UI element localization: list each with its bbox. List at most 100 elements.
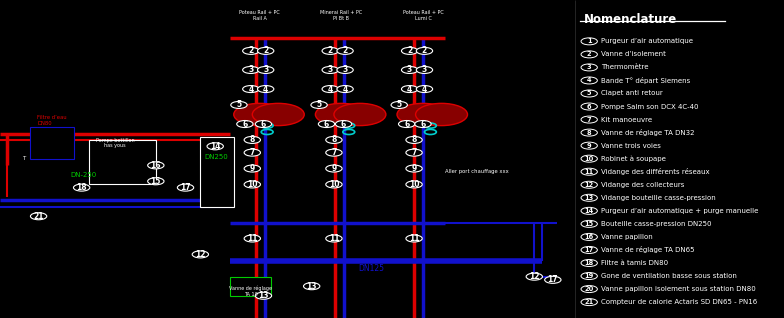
Circle shape [326,165,342,172]
Text: 9: 9 [249,164,255,173]
Circle shape [336,121,352,128]
Text: 3: 3 [587,65,591,70]
Circle shape [401,86,418,93]
Text: 4: 4 [249,85,253,93]
Text: 2: 2 [587,52,591,57]
Circle shape [581,64,597,71]
Text: 19: 19 [585,273,593,279]
Text: 13: 13 [307,282,317,291]
Circle shape [326,235,342,242]
Text: 12: 12 [585,182,593,188]
Text: 18: 18 [76,183,87,192]
Text: 21: 21 [585,299,593,305]
Circle shape [581,220,597,227]
Circle shape [147,162,164,169]
Circle shape [401,66,418,73]
Circle shape [257,66,274,73]
Circle shape [244,136,260,143]
Circle shape [177,184,194,191]
Text: Filtre à tamis DN80: Filtre à tamis DN80 [601,260,668,266]
Text: 11: 11 [247,234,258,243]
Circle shape [581,51,597,58]
Circle shape [337,66,354,73]
Text: Poteau Rail + PC
Lumi C: Poteau Rail + PC Lumi C [403,10,444,21]
Text: 12: 12 [529,272,539,281]
Text: Poteau Rail + PC
Rail A: Poteau Rail + PC Rail A [239,10,280,21]
Circle shape [397,103,449,126]
Text: 2: 2 [249,46,253,55]
Circle shape [406,165,423,172]
Text: 3: 3 [407,66,412,74]
Circle shape [581,116,597,123]
Text: Nomenclature: Nomenclature [584,13,677,26]
Text: 11: 11 [408,234,419,243]
Text: 5: 5 [397,100,401,109]
Circle shape [230,101,247,108]
Circle shape [416,86,433,93]
Text: Vanne de réglage
TA 10: Vanne de réglage TA 10 [229,285,272,297]
Text: 6: 6 [420,120,426,128]
Text: Clapet anti retour: Clapet anti retour [601,91,662,96]
Text: 14: 14 [210,142,220,151]
Text: 6: 6 [404,120,409,128]
Text: 7: 7 [587,117,591,122]
Text: Minerai Rail + PC
Pl Bt B: Minerai Rail + PC Pl Bt B [321,10,362,21]
Text: Vanne papillon isolement sous station DN80: Vanne papillon isolement sous station DN… [601,286,756,292]
Circle shape [243,86,259,93]
Circle shape [416,103,467,126]
Text: Pompe bottillon
has yous: Pompe bottillon has yous [96,138,134,149]
Circle shape [74,184,90,191]
Text: Vanne trois voies: Vanne trois voies [601,143,661,149]
Text: 18: 18 [585,260,593,266]
Text: 6: 6 [341,120,347,128]
Circle shape [337,47,354,54]
Text: Vidange des différents réseaux: Vidange des différents réseaux [601,168,710,175]
Text: Vanne d’isolement: Vanne d’isolement [601,52,666,57]
Text: 15: 15 [585,221,593,227]
Circle shape [326,149,342,156]
Circle shape [398,121,415,128]
Text: T: T [22,156,26,162]
Text: 14: 14 [585,208,593,214]
Circle shape [243,66,259,73]
Circle shape [31,213,47,220]
Circle shape [581,90,597,97]
Circle shape [326,136,342,143]
Circle shape [243,47,259,54]
Text: Purgeur d’air automatique: Purgeur d’air automatique [601,38,693,44]
Text: 6: 6 [261,120,266,128]
Text: 4: 4 [422,85,427,93]
Text: 2: 2 [422,46,427,55]
Text: 5: 5 [237,100,241,109]
Text: Bande T° départ Siemens: Bande T° départ Siemens [601,77,691,84]
Text: 9: 9 [587,143,591,149]
Text: DN-250: DN-250 [71,172,96,178]
Text: 7: 7 [412,148,417,157]
Circle shape [581,259,597,266]
Text: DN250: DN250 [205,155,229,160]
Circle shape [318,121,335,128]
Circle shape [526,273,543,280]
Circle shape [581,246,597,253]
Circle shape [256,292,271,299]
Circle shape [147,178,164,185]
Text: 7: 7 [332,148,336,157]
Circle shape [244,181,260,188]
Text: 16: 16 [585,234,593,240]
Circle shape [581,207,597,214]
Text: Bouteille casse-pression DN250: Bouteille casse-pression DN250 [601,221,712,227]
Text: 5: 5 [317,100,321,109]
Text: 12: 12 [195,250,205,259]
Text: Pompe Salm son DCX 4C-40: Pompe Salm son DCX 4C-40 [601,104,699,109]
Circle shape [416,47,433,54]
Circle shape [416,66,433,73]
Text: 17: 17 [585,247,593,253]
Text: Vidange des collecteurs: Vidange des collecteurs [601,182,684,188]
Circle shape [581,77,597,84]
Text: 3: 3 [249,66,253,74]
Text: 4: 4 [407,85,412,93]
Text: Robinet à soupape: Robinet à soupape [601,156,666,162]
Text: 2: 2 [328,46,333,55]
Text: Vidange bouteille casse-pression: Vidange bouteille casse-pression [601,195,716,201]
Text: 13: 13 [585,195,593,201]
